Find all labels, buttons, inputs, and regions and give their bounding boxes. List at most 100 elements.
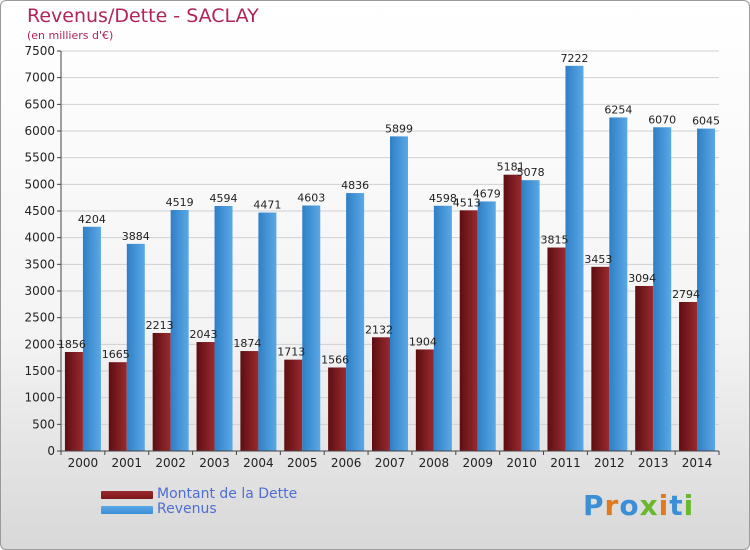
bar-revenus bbox=[477, 201, 496, 451]
bar-dette bbox=[240, 351, 259, 451]
bar-dette bbox=[679, 301, 698, 451]
logo-letter: t bbox=[669, 489, 684, 522]
data-label-revenus: 6254 bbox=[604, 103, 632, 116]
bar-dette bbox=[591, 266, 610, 451]
logo-letter: x bbox=[639, 489, 659, 522]
data-label-revenus: 3884 bbox=[122, 230, 150, 243]
y-tick-label: 1000 bbox=[24, 391, 55, 405]
data-label-dette: 4513 bbox=[453, 196, 481, 209]
bar-revenus bbox=[609, 117, 628, 451]
bar-dette bbox=[328, 367, 347, 451]
data-label-dette: 1713 bbox=[277, 346, 305, 359]
logo-letter: i bbox=[683, 489, 695, 522]
x-tick-label: 2000 bbox=[68, 456, 99, 470]
data-label-revenus: 4594 bbox=[210, 192, 238, 205]
bar-revenus bbox=[302, 205, 321, 451]
data-label-revenus: 4836 bbox=[341, 179, 369, 192]
logo-letter: o bbox=[619, 489, 640, 522]
bar-dette bbox=[64, 352, 83, 451]
data-label-dette: 2794 bbox=[672, 288, 700, 301]
data-label-revenus: 4598 bbox=[429, 192, 457, 205]
bar-dette bbox=[108, 362, 127, 451]
data-label-revenus: 6045 bbox=[692, 115, 720, 128]
x-tick-label: 2005 bbox=[287, 456, 318, 470]
y-tick-label: 2000 bbox=[24, 337, 55, 351]
legend-swatch-revenus bbox=[101, 506, 153, 514]
x-tick-label: 2001 bbox=[112, 456, 143, 470]
y-tick-label: 4000 bbox=[24, 231, 55, 245]
chart-title: Revenus/Dette - SACLAY bbox=[27, 5, 259, 27]
logo-letter: i bbox=[658, 489, 670, 522]
data-label-dette: 1665 bbox=[102, 348, 130, 361]
legend-label-dette: Montant de la Dette bbox=[157, 486, 298, 502]
bar-dette bbox=[635, 285, 654, 451]
data-label-revenus: 4471 bbox=[253, 199, 281, 212]
x-tick-label: 2009 bbox=[462, 456, 493, 470]
x-tick-label: 2006 bbox=[331, 456, 362, 470]
bar-revenus bbox=[521, 180, 540, 451]
x-tick-label: 2003 bbox=[199, 456, 230, 470]
y-tick-label: 3000 bbox=[24, 284, 55, 298]
data-label-revenus: 4519 bbox=[166, 196, 194, 209]
bar-revenus bbox=[258, 212, 277, 451]
bar-dette bbox=[547, 247, 566, 451]
legend-label-revenus: Revenus bbox=[157, 501, 217, 517]
bar-revenus bbox=[170, 209, 189, 451]
data-labels: 1856 4204 1665 3884 2213 4519 2043 4594 1874 4471… bbox=[58, 52, 720, 367]
y-tick-label: 7000 bbox=[24, 71, 55, 85]
y-tick-label: 4500 bbox=[24, 204, 55, 218]
bar-revenus bbox=[653, 127, 672, 452]
y-tick-label: 5000 bbox=[24, 177, 55, 191]
data-label-dette: 3815 bbox=[540, 234, 568, 247]
y-tick-label: 2500 bbox=[24, 311, 55, 325]
x-tick-label: 2011 bbox=[550, 456, 581, 470]
bar-dette bbox=[152, 332, 171, 451]
y-tick-label: 5500 bbox=[24, 151, 55, 165]
data-label-dette: 1566 bbox=[321, 353, 349, 366]
data-label-dette: 1874 bbox=[233, 337, 261, 350]
data-label-dette: 3094 bbox=[628, 272, 656, 285]
bar-revenus bbox=[126, 243, 145, 451]
data-label-dette: 2132 bbox=[365, 323, 393, 336]
bars bbox=[64, 65, 716, 452]
x-tick-label: 2008 bbox=[419, 456, 450, 470]
y-tick-label: 3500 bbox=[24, 257, 55, 271]
y-tick-label: 500 bbox=[32, 417, 55, 431]
y-tick-label: 6000 bbox=[24, 124, 55, 138]
bar-revenus bbox=[214, 205, 233, 451]
x-tick-label: 2010 bbox=[506, 456, 537, 470]
bar-dette bbox=[372, 337, 390, 451]
bar-dette bbox=[459, 210, 478, 451]
x-tick-label: 2013 bbox=[638, 456, 669, 470]
y-tick-label: 0 bbox=[47, 444, 55, 458]
x-tick-label: 2012 bbox=[594, 456, 625, 470]
chart-subtitle: (en milliers d'€) bbox=[27, 29, 114, 42]
bar-revenus bbox=[565, 65, 584, 452]
bar-dette bbox=[284, 359, 303, 451]
bar-dette bbox=[503, 174, 522, 451]
bar-revenus bbox=[390, 136, 408, 452]
x-tick-label: 2002 bbox=[155, 456, 186, 470]
x-tick-label: 2004 bbox=[243, 456, 274, 470]
data-label-revenus: 5078 bbox=[517, 166, 545, 179]
y-tick-label: 7500 bbox=[24, 44, 55, 58]
y-tick-label: 6500 bbox=[24, 97, 55, 111]
data-label-revenus: 4204 bbox=[78, 213, 106, 226]
bar-revenus bbox=[433, 205, 452, 451]
x-tick-label: 2014 bbox=[682, 456, 713, 470]
data-label-dette: 5181 bbox=[497, 161, 525, 174]
y-tick-label: 1500 bbox=[24, 364, 55, 378]
x-tick-label: 2007 bbox=[375, 456, 406, 470]
data-label-dette: 1904 bbox=[409, 335, 437, 348]
axes: 0 500 1000 1500 2000 2500 3000 3500 4000 4500 5000… bbox=[24, 44, 720, 470]
data-label-revenus: 4603 bbox=[297, 192, 325, 205]
data-label-revenus: 5899 bbox=[385, 122, 413, 135]
legend-swatch-dette bbox=[101, 491, 153, 499]
bar-revenus bbox=[82, 226, 101, 451]
data-label-dette: 3453 bbox=[584, 253, 612, 266]
logo-letter: r bbox=[604, 489, 620, 522]
data-label-revenus: 6070 bbox=[648, 113, 676, 126]
logo-letter: P bbox=[583, 489, 605, 522]
